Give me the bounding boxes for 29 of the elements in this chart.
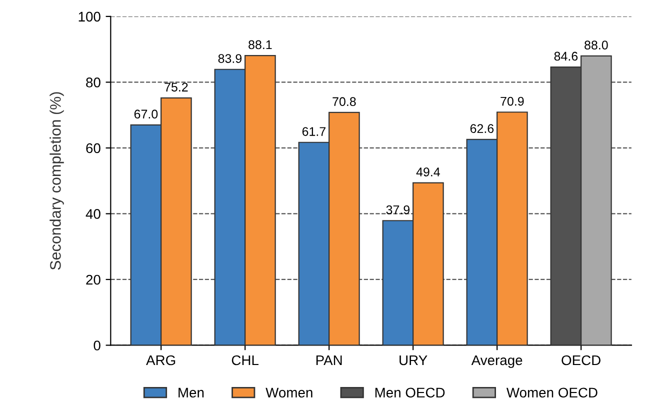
x-tick-label: Average <box>471 355 522 368</box>
x-tick-label: CHL <box>232 355 258 366</box>
x-tick-label: PAN <box>316 355 342 366</box>
legend-label: Men OECD <box>375 388 445 398</box>
x-tick-label: OECD <box>562 355 600 366</box>
data-label: 88.0 <box>584 40 608 50</box>
y-tick-label: 80 <box>86 78 100 88</box>
data-label: 83.9 <box>218 54 242 63</box>
y-tick-label: 0 <box>94 340 100 350</box>
legend-label: Women OECD <box>506 388 598 398</box>
y-tick-label: 40 <box>86 209 100 219</box>
data-label: 37.9 <box>386 205 410 214</box>
data-label: 62.6 <box>470 124 494 133</box>
legend-label: Men <box>178 388 204 398</box>
data-label: 70.9 <box>500 96 524 106</box>
data-label: 61.7 <box>302 127 326 136</box>
data-label: 70.8 <box>332 97 356 106</box>
data-label: 67.0 <box>134 110 158 119</box>
data-label: 49.4 <box>416 168 440 176</box>
data-label: 84.6 <box>554 52 578 61</box>
y-tick-label: 100 <box>78 12 100 22</box>
data-label: 75.2 <box>164 82 188 92</box>
y-tick-label: 60 <box>86 143 100 154</box>
x-tick-label: ARG <box>146 355 176 366</box>
legend-label: Women <box>266 388 312 398</box>
y-tick-label: 20 <box>86 274 100 285</box>
y-axis-title: Secondary completion (%) <box>50 92 64 270</box>
x-tick-label: URY <box>400 355 428 366</box>
data-label: 88.1 <box>248 40 272 50</box>
